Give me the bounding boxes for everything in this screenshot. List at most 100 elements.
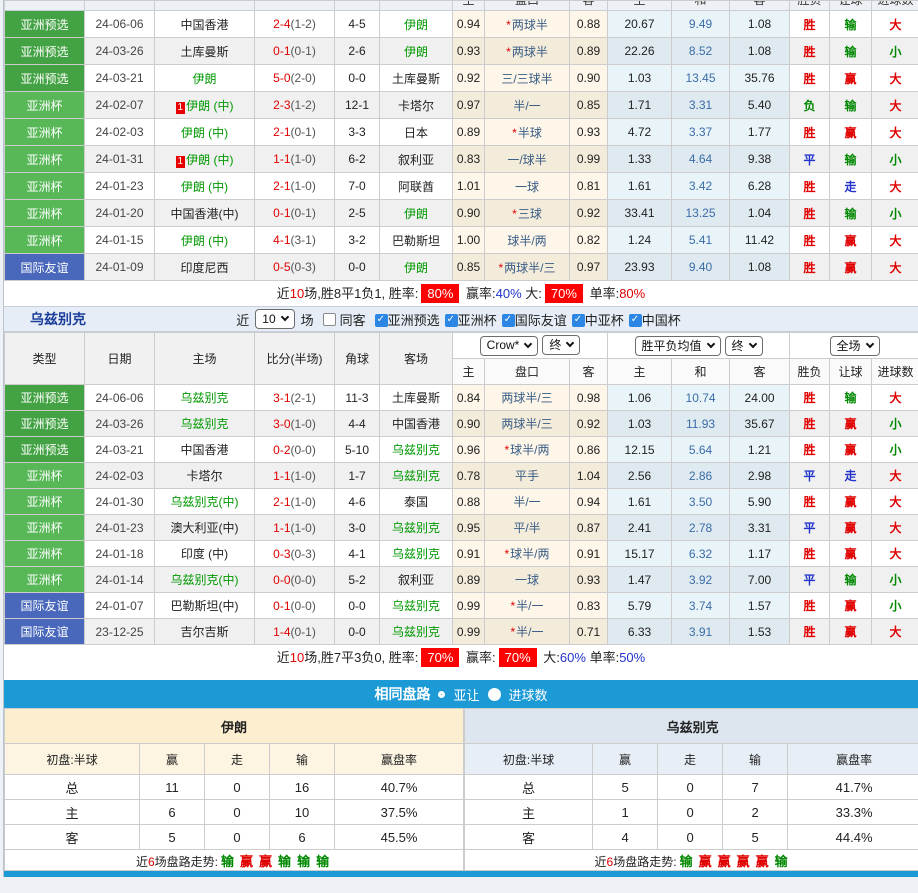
half-score: (0-0) bbox=[290, 598, 316, 613]
corner-cell: 2-6 bbox=[334, 37, 380, 65]
goals-result-cell: 大 bbox=[871, 488, 918, 515]
filter-label: 亚洲杯 bbox=[457, 312, 497, 328]
team-name: 土库曼斯 bbox=[180, 44, 229, 59]
corner-cell: 3-0 bbox=[334, 514, 380, 541]
filter-checkbox-亚洲预选[interactable] bbox=[374, 313, 388, 327]
asian-home-odds: 1.01 bbox=[452, 172, 485, 200]
panel-cell: 5 bbox=[722, 824, 789, 850]
full-score: 0-1 bbox=[273, 598, 291, 613]
handicap-name: 平/半 bbox=[513, 521, 541, 535]
score-cell: 2-1(0-1) bbox=[254, 118, 335, 146]
handicap-radio[interactable] bbox=[438, 690, 446, 698]
trend-label-segment: 场盘路走势: bbox=[613, 854, 677, 869]
filter-checkbox-国际友谊[interactable] bbox=[501, 313, 515, 327]
euro-home-odds: 5.79 bbox=[607, 592, 673, 619]
trend-result-char: 赢 bbox=[755, 853, 769, 869]
handicap-result-cell: 赢 bbox=[829, 226, 872, 254]
goals-result-cell: 大 bbox=[871, 384, 918, 411]
euro-home-odds: 4.72 bbox=[607, 118, 672, 146]
result-cell: 胜 bbox=[789, 618, 831, 645]
home-team-cell: 乌兹别克(中) bbox=[154, 566, 255, 593]
result-cell: 胜 bbox=[789, 37, 830, 65]
euro-away-odds: 7.00 bbox=[729, 566, 791, 593]
euro-mean-select[interactable]: 胜平负均值 bbox=[634, 335, 721, 356]
team-name: 伊朗 (中) bbox=[180, 179, 229, 194]
team-name: 卡塔尔 bbox=[397, 98, 434, 113]
score-cell: 0-3(0-3) bbox=[254, 540, 335, 567]
asian-away-odds: 0.94 bbox=[568, 488, 609, 515]
column-header: 主场 bbox=[154, 332, 255, 385]
trend-result-char: 赢 bbox=[698, 853, 712, 869]
filter-checkbox-中亚杯[interactable] bbox=[571, 313, 585, 327]
asian-away-odds: 0.90 bbox=[569, 64, 608, 92]
same-away-checkbox[interactable] bbox=[322, 312, 336, 326]
result-cell: 胜 bbox=[789, 172, 830, 200]
filter-checkbox-亚洲杯[interactable] bbox=[444, 313, 458, 327]
away-team-cell: 乌兹别克 bbox=[379, 462, 453, 489]
euro-away-odds: 24.00 bbox=[729, 384, 791, 411]
filter-checkbox-中国杯[interactable] bbox=[628, 313, 642, 327]
summary-segment: 80% bbox=[619, 286, 646, 301]
euro-draw-odds: 3.91 bbox=[671, 618, 731, 645]
handicap-radio-label: 亚让 bbox=[453, 687, 480, 703]
home-team-cell: 印度 (中) bbox=[154, 540, 255, 567]
goals-result-cell: 大 bbox=[871, 226, 918, 254]
handicap-line: *半/一 bbox=[484, 618, 570, 645]
team-name: 吉尔吉斯 bbox=[180, 625, 229, 639]
handicap-result-cell: 输 bbox=[829, 91, 872, 119]
clipped-header-text: 让球 bbox=[831, 2, 871, 10]
result-cell: 平 bbox=[789, 462, 831, 489]
euro-home-odds: 6.33 bbox=[607, 618, 673, 645]
result-cell: 胜 bbox=[789, 488, 831, 515]
asian-away-odds: 0.81 bbox=[569, 172, 608, 200]
panel-cell: 44.4% bbox=[787, 824, 918, 850]
chevron-down-icon bbox=[748, 339, 757, 348]
clipped-header-text: 进球数 bbox=[873, 2, 918, 10]
scope-select[interactable]: 全场 bbox=[829, 335, 880, 356]
match-count-select[interactable]: 10 bbox=[255, 309, 295, 329]
odds-history-page: 主盘口客主和客胜负让球进球数亚洲预选24-06-06中国香港2-4(1-2)4-… bbox=[3, 0, 918, 877]
trend-result-char: 赢 bbox=[240, 853, 254, 869]
away-team-cell: 巴勒斯坦 bbox=[379, 226, 453, 254]
corner-cell: 4-5 bbox=[334, 10, 380, 38]
goals-result-cell: 小 bbox=[871, 199, 918, 227]
odds-final-select[interactable]: 终 bbox=[542, 335, 581, 356]
clipped-header-text: 盘口 bbox=[486, 2, 569, 10]
summary-segment: 70% bbox=[421, 648, 460, 667]
panel-team-row: 伊朗 bbox=[3, 708, 465, 744]
handicap-result-cell: 赢 bbox=[829, 253, 872, 281]
trend-result-char: 输 bbox=[679, 853, 693, 869]
handicap-result-cell: 赢 bbox=[829, 118, 872, 146]
panel-cell: 10 bbox=[269, 799, 335, 825]
euro-away-odds: 5.40 bbox=[729, 91, 790, 119]
type-badge: 国际友谊 bbox=[4, 253, 85, 281]
trend-label-segment: 近 bbox=[135, 854, 148, 869]
compare-panel-header: 相同盘路 亚让 进球数 bbox=[4, 680, 918, 708]
away-team-cell: 乌兹别克 bbox=[379, 592, 453, 619]
asian-away-odds: 0.85 bbox=[569, 91, 608, 119]
goals-radio[interactable] bbox=[487, 687, 501, 701]
away-team-cell: 卡塔尔 bbox=[379, 91, 453, 119]
euro-draw-odds: 11.93 bbox=[671, 410, 731, 437]
trend-result-char: 输 bbox=[316, 853, 330, 869]
filter-label: 中亚杯 bbox=[584, 312, 624, 328]
result-cell: 平 bbox=[789, 145, 830, 173]
home-team-cell: 澳大利亚(中) bbox=[154, 514, 255, 541]
euro-final-select[interactable]: 终 bbox=[724, 335, 763, 356]
goals-result-cell: 大 bbox=[871, 618, 918, 645]
asian-odds-group-header: Crow* 终 bbox=[451, 332, 609, 359]
asian-away-odds: 0.88 bbox=[569, 10, 608, 38]
odds-source-select[interactable]: Crow* bbox=[479, 335, 539, 356]
half-score: (0-0) bbox=[290, 572, 316, 587]
score-cell: 0-5(0-3) bbox=[254, 253, 335, 281]
trend-result-char: 输 bbox=[297, 853, 311, 869]
panel-column-header: 赢盘率 bbox=[787, 743, 918, 775]
panel-team-title: 伊朗 bbox=[3, 708, 465, 744]
table-row: 亚洲杯 24-02-03 卡塔尔 1-1(1-0) 1-7 乌兹别克 0.78 平手 1.04 2… bbox=[4, 462, 918, 489]
team-name: 印度尼西 bbox=[180, 260, 229, 275]
asian-home-odds: 0.95 bbox=[452, 514, 485, 541]
uzbek-section-title: 乌兹别克 bbox=[30, 311, 86, 327]
panel-team-title: 乌兹别克 bbox=[464, 708, 918, 744]
handicap-name: 三球 bbox=[517, 206, 542, 221]
